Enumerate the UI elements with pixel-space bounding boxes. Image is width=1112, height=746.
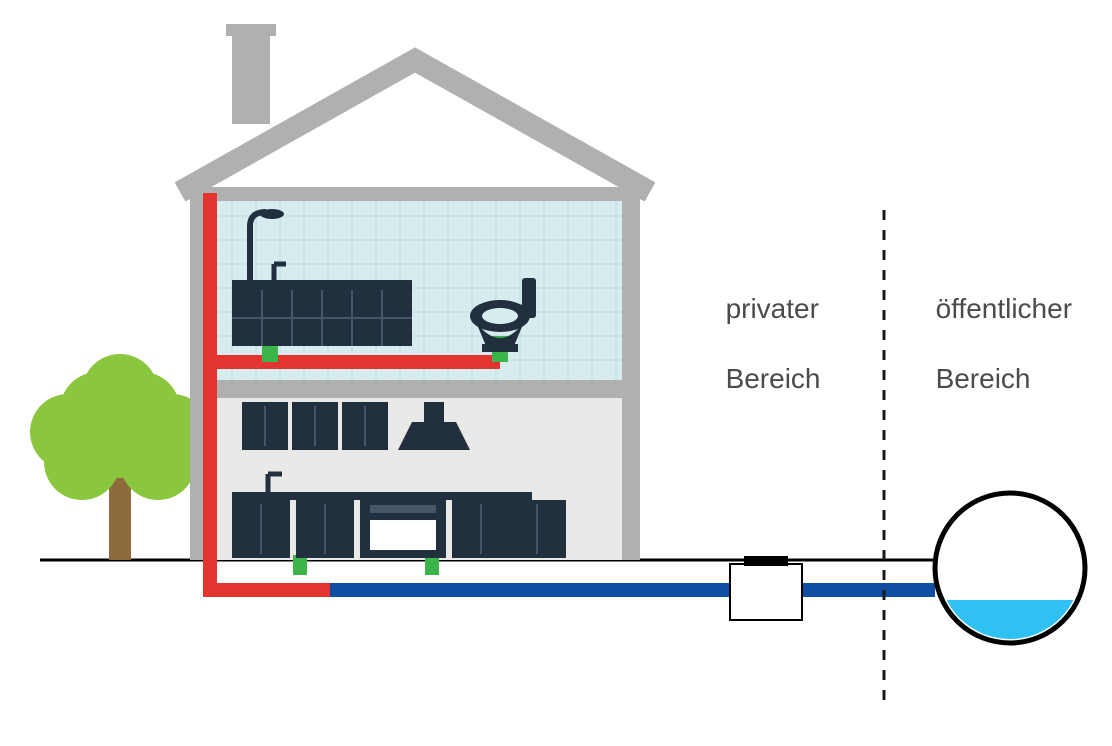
label-private-line1: privater [726, 293, 819, 324]
shower-head-icon [260, 209, 284, 219]
label-public-line2: Bereich [936, 363, 1031, 394]
label-public: öffentlicher Bereich [920, 256, 1072, 396]
label-public-line1: öffentlicher [936, 293, 1072, 324]
inspection-chamber [730, 564, 802, 620]
manhole-lid [744, 556, 788, 566]
label-private-line2: Bereich [726, 363, 821, 394]
floor-divider [190, 380, 640, 398]
label-private: privater Bereich [710, 256, 821, 396]
countertop [232, 492, 532, 500]
drainage-infographic: { "canvas": { "w": 1112, "h": 746, "bg":… [0, 0, 1112, 746]
tree-trunk [109, 472, 131, 560]
tree-leaf [30, 394, 106, 470]
wall-right [622, 192, 640, 560]
chimney [232, 32, 270, 124]
